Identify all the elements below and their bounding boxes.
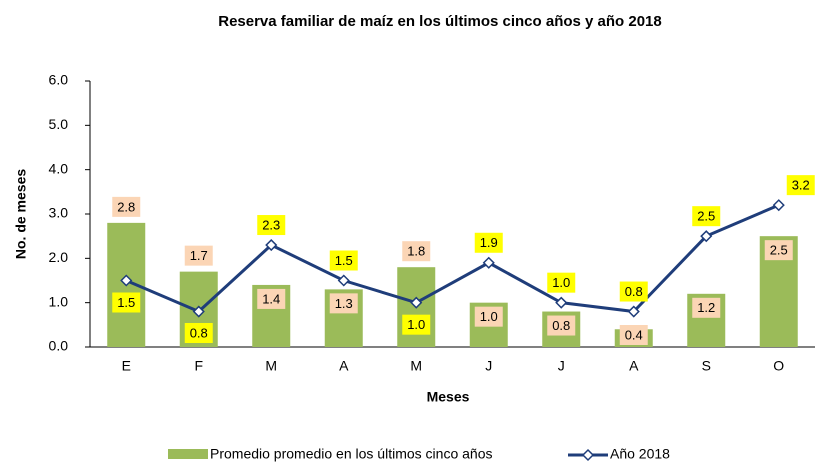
data-label-box xyxy=(184,245,213,266)
x-tick-label: A xyxy=(629,358,639,374)
data-label-box xyxy=(184,323,213,343)
y-tick-label: 2.0 xyxy=(49,249,69,265)
data-label: 1.4 xyxy=(262,291,280,306)
data-label-box xyxy=(257,215,286,236)
data-label-box xyxy=(619,281,648,302)
data-label: 1.0 xyxy=(407,317,425,332)
data-label-box xyxy=(329,293,358,314)
legend-label: Año 2018 xyxy=(610,446,670,462)
line xyxy=(125,203,780,314)
data-label-box xyxy=(112,292,141,313)
x-tick-label: M xyxy=(410,358,422,374)
line-marker xyxy=(410,296,423,309)
data-label-box xyxy=(329,250,358,271)
data-label: 1.0 xyxy=(480,309,498,324)
line-marker xyxy=(772,199,785,212)
data-label-box xyxy=(692,297,721,318)
data-label-box xyxy=(474,232,503,253)
data-label-box xyxy=(257,288,286,309)
data-label-box xyxy=(112,196,141,217)
x-tick-label: J xyxy=(485,358,492,374)
x-tick-label: M xyxy=(265,358,277,374)
y-tick-label: 3.0 xyxy=(49,205,69,221)
line-marker xyxy=(192,305,205,318)
data-label-box xyxy=(786,175,815,196)
x-tick-label: S xyxy=(702,358,711,374)
line-marker xyxy=(482,256,495,269)
data-label: 1.3 xyxy=(335,296,353,311)
x-tick-label: O xyxy=(773,358,784,374)
data-label: 3.2 xyxy=(792,178,810,193)
x-tick-label: A xyxy=(339,358,349,374)
x-axis-title: Meses xyxy=(427,389,470,405)
data-label-box xyxy=(474,306,503,327)
y-tick-label: 0.0 xyxy=(49,338,69,354)
legend-marker xyxy=(581,448,595,462)
data-label-box xyxy=(402,314,431,335)
y-tick-label: 6.0 xyxy=(49,72,69,88)
y-tick-label: 5.0 xyxy=(49,116,69,132)
data-label: 1.5 xyxy=(335,253,353,268)
x-tick-label: J xyxy=(558,358,565,374)
line-marker xyxy=(337,274,350,287)
data-label: 0.8 xyxy=(552,318,570,333)
x-tick-label: E xyxy=(122,358,131,374)
line-marker xyxy=(555,296,568,309)
data-label: 1.5 xyxy=(117,295,135,310)
data-label: 2.5 xyxy=(697,209,715,224)
chart-title: Reserva familiar de maíz en los últimos … xyxy=(218,13,662,30)
data-label: 1.8 xyxy=(407,244,425,259)
y-tick-label: 1.0 xyxy=(49,293,69,309)
data-label: 0.8 xyxy=(625,284,643,299)
data-label-box xyxy=(547,315,576,336)
y-axis-title: No. de meses xyxy=(13,169,29,259)
data-label: 1.7 xyxy=(190,248,208,263)
data-label-box xyxy=(619,325,648,345)
data-label: 0.8 xyxy=(190,325,208,340)
data-label: 2.5 xyxy=(770,243,788,258)
data-label: 2.3 xyxy=(262,217,280,232)
x-tick-label: F xyxy=(194,358,203,374)
y-tick-label: 4.0 xyxy=(49,160,69,176)
line-marker xyxy=(120,274,133,287)
data-label-box xyxy=(764,240,793,261)
data-label: 0.4 xyxy=(625,327,643,342)
data-label: 1.2 xyxy=(697,300,715,315)
line-marker xyxy=(700,230,713,243)
data-label: 2.8 xyxy=(117,199,135,214)
legend-label: Promedio promedio en los últimos cinco a… xyxy=(210,446,492,462)
data-label-box xyxy=(692,206,721,227)
data-label-box xyxy=(402,241,431,262)
line-marker xyxy=(627,305,640,318)
legend-swatch xyxy=(168,449,208,459)
data-label-box xyxy=(547,272,576,293)
data-label: 1.0 xyxy=(552,275,570,290)
data-label: 1.9 xyxy=(480,235,498,250)
line-marker xyxy=(265,238,278,252)
